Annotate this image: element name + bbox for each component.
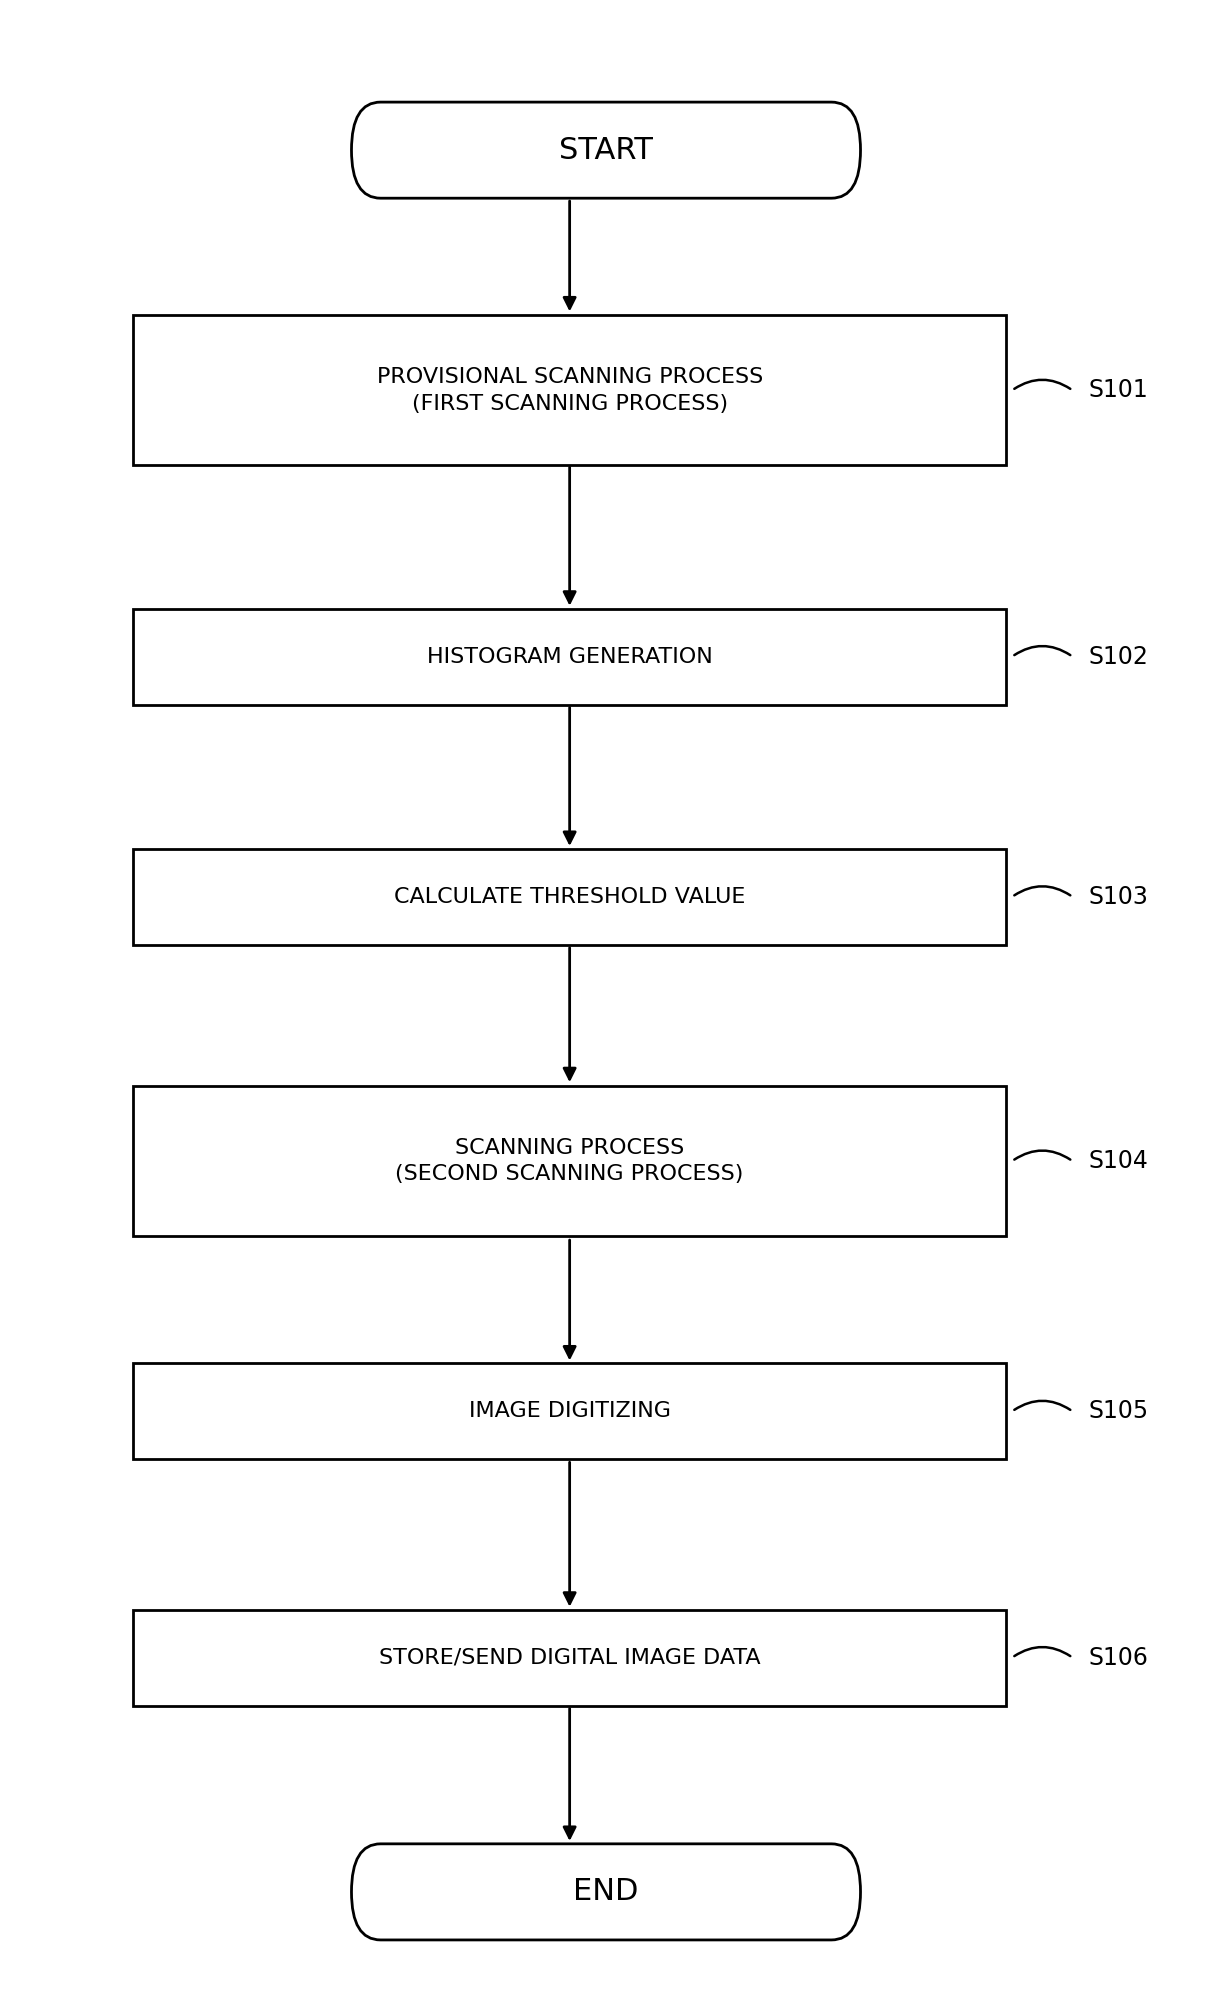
- Text: S104: S104: [1088, 1149, 1148, 1173]
- Bar: [133, 609, 1006, 705]
- Text: START: START: [559, 136, 653, 164]
- Text: S102: S102: [1088, 645, 1148, 669]
- Text: HISTOGRAM GENERATION: HISTOGRAM GENERATION: [427, 647, 713, 667]
- Bar: [133, 849, 1006, 945]
- Bar: [133, 1085, 1006, 1235]
- Text: S101: S101: [1088, 378, 1148, 402]
- Text: S106: S106: [1088, 1646, 1148, 1670]
- Text: CALCULATE THRESHOLD VALUE: CALCULATE THRESHOLD VALUE: [394, 887, 745, 907]
- Text: SCANNING PROCESS
(SECOND SCANNING PROCESS): SCANNING PROCESS (SECOND SCANNING PROCES…: [395, 1137, 744, 1185]
- FancyBboxPatch shape: [351, 1844, 861, 1940]
- Text: S105: S105: [1088, 1399, 1149, 1423]
- Text: S103: S103: [1088, 885, 1148, 909]
- Bar: [133, 1363, 1006, 1459]
- Text: END: END: [573, 1878, 639, 1906]
- FancyBboxPatch shape: [351, 102, 861, 198]
- Text: STORE/SEND DIGITAL IMAGE DATA: STORE/SEND DIGITAL IMAGE DATA: [379, 1648, 760, 1668]
- Bar: [133, 1610, 1006, 1706]
- Text: PROVISIONAL SCANNING PROCESS
(FIRST SCANNING PROCESS): PROVISIONAL SCANNING PROCESS (FIRST SCAN…: [377, 366, 762, 414]
- Bar: [133, 314, 1006, 464]
- Text: IMAGE DIGITIZING: IMAGE DIGITIZING: [469, 1401, 670, 1421]
